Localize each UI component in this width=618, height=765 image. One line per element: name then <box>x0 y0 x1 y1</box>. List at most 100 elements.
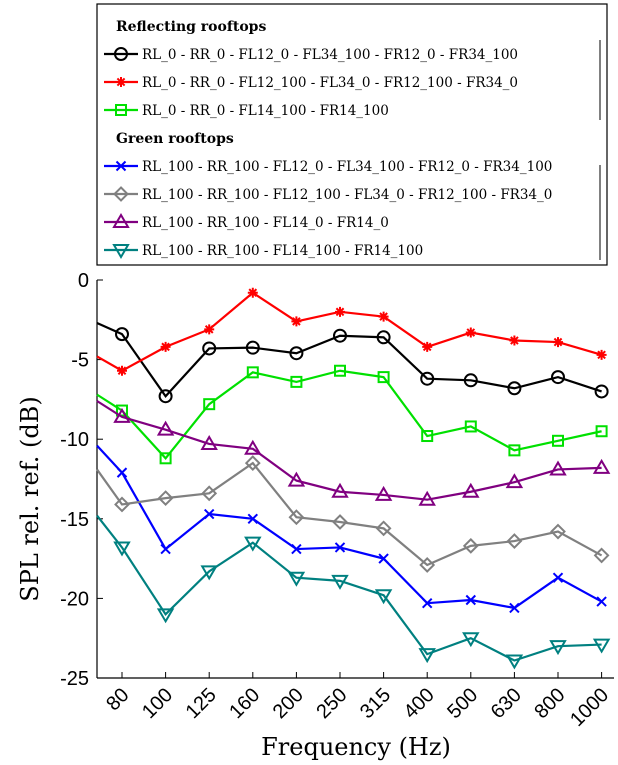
series-line <box>96 369 602 460</box>
data-point <box>332 514 348 530</box>
data-point <box>290 375 303 388</box>
data-point <box>553 337 563 348</box>
data-point <box>595 425 608 438</box>
data-point <box>375 520 392 537</box>
data-point <box>549 640 567 656</box>
data-point <box>331 574 349 590</box>
legend-entry-label: RL_0 - RR_0 - FL14_100 - FR14_100 <box>142 103 389 119</box>
data-point <box>159 452 172 465</box>
data-point <box>551 370 565 385</box>
series-1 <box>96 321 609 404</box>
data-point <box>117 365 127 376</box>
data-point <box>509 335 520 346</box>
legend-marker <box>114 47 128 61</box>
series-line <box>96 291 602 373</box>
data-point <box>552 434 564 447</box>
data-point <box>202 341 217 356</box>
y-axis-title: SPL rel. ref. (dB) <box>16 396 44 601</box>
data-point <box>462 482 480 498</box>
data-point <box>377 371 390 384</box>
y-tick-label: -10 <box>60 429 89 451</box>
y-tick-label: -5 <box>71 350 89 372</box>
legend-marker <box>112 244 130 259</box>
data-point <box>116 404 128 417</box>
data-point <box>247 513 259 525</box>
data-point <box>156 420 175 436</box>
x-axis-title: Frequency (Hz) <box>261 733 451 761</box>
data-point <box>287 571 306 587</box>
data-point <box>592 638 611 654</box>
x-tick-label: 500 <box>443 684 482 723</box>
data-point <box>331 482 349 498</box>
data-point <box>158 389 173 404</box>
data-point <box>287 471 306 487</box>
x-tick-label: 400 <box>400 684 439 723</box>
data-point <box>505 473 524 489</box>
x-tick-label: 800 <box>530 684 569 723</box>
legend-box <box>96 3 608 266</box>
data-point <box>419 557 436 573</box>
data-point <box>203 508 215 520</box>
legend-entry-label: RL_100 - RR_100 - FL12_0 - FL34_100 - FR… <box>142 159 552 175</box>
data-point <box>374 485 393 501</box>
data-point <box>333 328 347 343</box>
data-point <box>201 485 218 502</box>
plot-area: 0 -5 -10 -15 -20 -25 80 100 125 160 200 250 315 400 50… <box>60 270 614 731</box>
x-tick-label: 80 <box>102 684 133 715</box>
data-point <box>160 543 171 555</box>
series-5 <box>96 455 610 573</box>
data-point <box>113 541 131 557</box>
data-point <box>113 407 131 423</box>
data-point <box>462 632 480 648</box>
data-point <box>418 490 436 506</box>
data-point <box>508 444 521 457</box>
data-point <box>289 346 304 361</box>
x-tick-label: 200 <box>269 684 308 723</box>
data-point <box>157 490 174 507</box>
data-point <box>552 572 564 583</box>
x-tick-label: 160 <box>225 684 264 723</box>
legend-group-title: Reflecting rooftops <box>116 19 266 35</box>
legend-entry-label: RL_100 - RR_100 - FL14_100 - FR14_100 <box>142 243 423 259</box>
data-point <box>594 384 609 399</box>
legend-marker <box>115 160 127 172</box>
data-point <box>596 596 607 607</box>
data-point <box>200 565 218 581</box>
series-2 <box>96 287 607 376</box>
data-point <box>422 341 433 352</box>
data-point <box>115 327 129 342</box>
legend-entry-label: RL_100 - RR_100 - FL12_100 - FL34_0 - FR… <box>142 187 552 203</box>
data-point <box>378 311 389 322</box>
data-point <box>462 537 479 554</box>
y-tick-label: 0 <box>78 270 89 292</box>
series-line <box>96 400 602 501</box>
data-point <box>247 287 258 298</box>
data-point <box>244 536 262 552</box>
data-point <box>592 458 611 474</box>
data-point <box>245 340 260 355</box>
data-point <box>505 654 524 670</box>
series-3 <box>96 364 608 465</box>
data-point <box>334 542 346 553</box>
data-point <box>116 467 128 478</box>
data-point <box>246 366 259 379</box>
x-tick-label: 315 <box>356 684 395 723</box>
legend-marker <box>115 104 127 116</box>
data-point <box>114 496 130 513</box>
data-point <box>509 602 520 614</box>
legend-marker <box>112 213 130 228</box>
series-4 <box>96 444 607 614</box>
legend: Reflecting rooftops RL_0 - RR_0 - FL12_0 … <box>96 3 608 266</box>
data-point <box>378 553 389 564</box>
data-point <box>334 364 346 377</box>
data-point <box>244 439 262 455</box>
data-point <box>506 533 523 550</box>
legend-marker <box>116 77 126 87</box>
data-point <box>420 371 435 386</box>
series-line <box>96 321 602 398</box>
data-point <box>288 509 305 526</box>
legend-entry-label: RL_100 - RR_100 - FL14_0 - FR14_0 <box>142 215 389 231</box>
data-point <box>156 608 175 624</box>
data-point <box>593 547 610 564</box>
